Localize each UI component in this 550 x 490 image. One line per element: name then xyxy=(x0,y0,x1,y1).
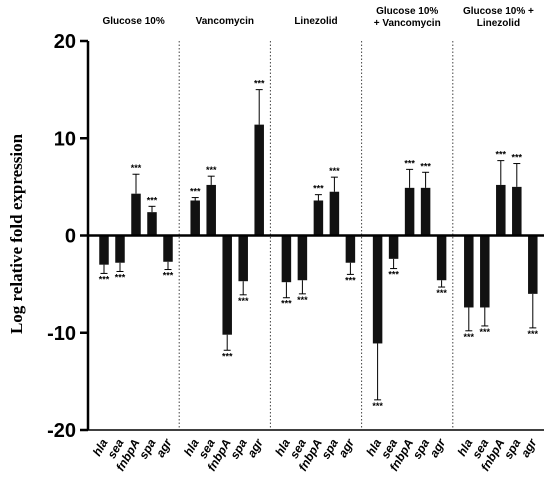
significance-label: *** xyxy=(222,351,233,361)
bar xyxy=(222,235,232,335)
y-tick-labels: 20 10 0 -10 -20 xyxy=(47,31,76,442)
panel-title: Linezolid xyxy=(294,16,337,27)
significance-label: *** xyxy=(163,271,174,281)
significance-label: *** xyxy=(512,153,523,163)
bar xyxy=(372,235,383,344)
significance-label: *** xyxy=(480,327,491,337)
significance-labels: *** *** *** *** *** *** *** *** *** *** *** *** *** *… xyxy=(99,79,539,411)
significance-label: *** xyxy=(99,274,110,284)
significance-label: *** xyxy=(388,270,399,280)
y-tick-label: 0 xyxy=(65,226,76,248)
significance-label: *** xyxy=(345,275,356,285)
significance-label: *** xyxy=(190,187,201,197)
bar xyxy=(404,187,415,236)
y-tick-label: 20 xyxy=(54,31,76,53)
significance-label: *** xyxy=(528,329,539,339)
significance-label: *** xyxy=(420,161,431,171)
significance-label: *** xyxy=(464,332,475,342)
panel-title: Glucose 10% + xyxy=(463,6,534,17)
bar xyxy=(464,235,474,308)
bar xyxy=(131,193,141,236)
x-tick-label: agr xyxy=(244,435,266,459)
bar xyxy=(436,235,447,281)
bar xyxy=(206,184,216,236)
bar xyxy=(313,200,324,236)
bars xyxy=(99,124,538,344)
bar xyxy=(238,235,248,282)
y-axis-label: Log relative fold expression xyxy=(7,133,26,334)
significance-label: *** xyxy=(115,272,126,282)
significance-label: *** xyxy=(254,79,265,89)
bar xyxy=(297,235,308,281)
panel-title: + Vancomycin xyxy=(374,18,441,29)
x-tick-label: agr xyxy=(518,435,540,459)
significance-label: *** xyxy=(496,150,507,160)
bar xyxy=(190,200,200,236)
bar xyxy=(388,235,399,259)
bar xyxy=(496,184,506,236)
bar xyxy=(163,235,173,262)
panel-title: Glucose 10% xyxy=(102,16,164,27)
bar xyxy=(99,235,109,265)
bar xyxy=(329,191,340,236)
x-tick-label: agr xyxy=(427,435,449,459)
axes xyxy=(80,39,544,432)
panel-title: Linezolid xyxy=(477,18,520,29)
x-tick-label: agr xyxy=(336,435,358,459)
x-tick-label: agr xyxy=(153,435,175,459)
significance-label: *** xyxy=(297,295,308,305)
bar xyxy=(254,124,264,236)
bar xyxy=(115,235,125,263)
significance-label: *** xyxy=(238,296,249,306)
panel-title: Vancomycin xyxy=(196,16,254,27)
significance-label: *** xyxy=(131,163,142,173)
significance-label: *** xyxy=(404,158,415,168)
significance-label: *** xyxy=(281,299,292,309)
significance-label: *** xyxy=(206,165,217,175)
panel-title: Glucose 10% xyxy=(376,6,438,17)
significance-label: *** xyxy=(436,288,447,298)
significance-label: *** xyxy=(313,184,324,194)
bar xyxy=(480,235,490,308)
bar xyxy=(345,235,356,263)
y-tick-label: 10 xyxy=(54,128,76,150)
bar xyxy=(528,235,538,294)
significance-label: *** xyxy=(147,195,158,205)
y-tick-label: -10 xyxy=(47,323,76,345)
bar xyxy=(512,186,522,236)
bar xyxy=(281,235,292,283)
y-tick-label: -20 xyxy=(47,420,76,442)
significance-label: *** xyxy=(329,166,340,176)
significance-label: *** xyxy=(372,401,383,411)
bar xyxy=(147,212,157,236)
error-bars xyxy=(100,89,537,401)
bar xyxy=(420,187,431,236)
